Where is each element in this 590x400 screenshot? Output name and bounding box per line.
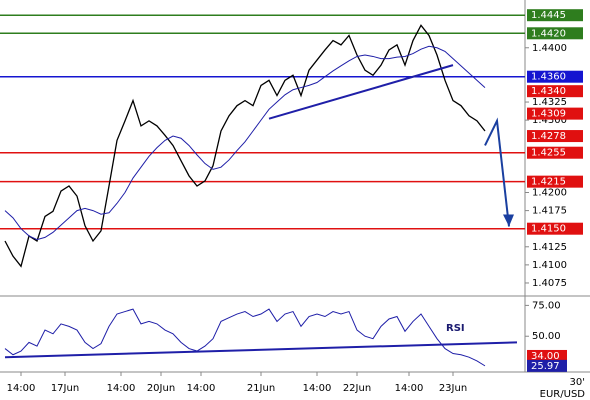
- rsi-tick-label: 50.00: [532, 331, 561, 342]
- x-tick-label: 14:00: [303, 383, 332, 394]
- rsi-level-box: [527, 349, 567, 362]
- rsi-title: RSI: [446, 323, 465, 334]
- x-tick-label: 20Jun: [147, 383, 175, 394]
- level-box: [527, 130, 583, 143]
- x-tick-label: 14:00: [395, 383, 424, 394]
- level-label: 1.4445: [531, 10, 566, 21]
- arrow-head: [503, 214, 514, 227]
- level-box: [527, 146, 583, 159]
- x-tick-label: 14:00: [187, 383, 216, 394]
- x-tick-label: 17Jun: [51, 383, 79, 394]
- x-tick-label: 22Jun: [343, 383, 371, 394]
- y-tick-label: 1.4400: [532, 43, 567, 54]
- level-label: 1.4150: [531, 224, 566, 235]
- rsi-line: [4, 308, 486, 367]
- y-tick-label: 1.4125: [532, 242, 567, 253]
- level-label: 1.4215: [531, 177, 566, 188]
- level-box: [527, 70, 583, 83]
- timeframe: 30': [570, 377, 585, 388]
- level-box: [527, 107, 583, 120]
- level-label: 1.4278: [531, 131, 566, 142]
- level-box: [527, 27, 583, 40]
- y-tick-label: 1.4175: [532, 206, 567, 217]
- x-tick-label: 21Jun: [247, 383, 275, 394]
- forecast-arrow: [484, 117, 510, 227]
- x-tick-label: 23Jun: [439, 383, 467, 394]
- y-tick-label: 1.4325: [532, 97, 567, 108]
- level-label: 1.4309: [531, 109, 566, 120]
- x-tick-label: 14:00: [7, 383, 36, 394]
- y-tick-label: 1.4075: [532, 278, 567, 289]
- x-tick-label: 14:00: [107, 383, 136, 394]
- symbol: EUR/USD: [540, 389, 586, 400]
- rsi-level-box: [527, 359, 567, 372]
- rsi-level-label: 25.97: [531, 361, 560, 372]
- rsi-trendline: [4, 341, 518, 359]
- y-tick-label: 1.4200: [532, 188, 567, 199]
- level-label: 1.4340: [531, 86, 566, 97]
- level-label: 1.4255: [531, 148, 566, 159]
- price-line: [4, 24, 486, 268]
- y-tick-label: 1.4100: [532, 260, 567, 271]
- level-label: 1.4360: [531, 72, 566, 83]
- level-label: 1.4420: [531, 28, 566, 39]
- rsi-level-label: 34.00: [531, 351, 560, 362]
- level-box: [527, 175, 583, 188]
- y-tick-label: 1.4300: [532, 115, 567, 126]
- rsi-tick-label: 75.00: [532, 300, 561, 311]
- level-box: [527, 9, 583, 22]
- trendline: [268, 64, 454, 120]
- price-line: [4, 45, 486, 241]
- level-box: [527, 222, 583, 235]
- level-box: [527, 85, 583, 98]
